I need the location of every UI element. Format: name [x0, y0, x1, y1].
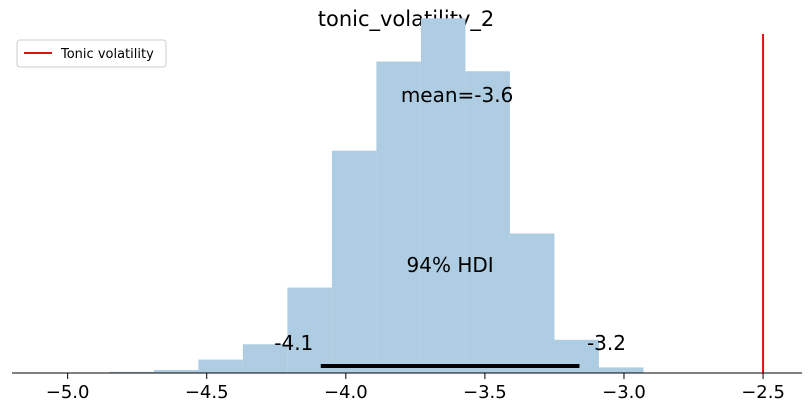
- hdi-group: -4.1 -3.2 94% HDI: [274, 253, 626, 368]
- x-tick-label: −4.5: [185, 382, 229, 403]
- hdi-high-label: -3.2: [587, 331, 626, 355]
- histogram-bar: [420, 18, 466, 373]
- histogram-bar: [331, 150, 377, 373]
- histogram-bars: [109, 18, 644, 374]
- mean-annotation: mean=-3.6: [401, 83, 514, 107]
- legend: Tonic volatility: [16, 39, 167, 68]
- histogram-bar: [198, 359, 243, 373]
- histogram-bar: [287, 287, 332, 373]
- x-tick-label: −3.0: [602, 382, 646, 403]
- legend-entry-tonic-volatility: Tonic volatility: [60, 47, 154, 62]
- hdi-low-label: -4.1: [274, 331, 313, 355]
- legend-box: [16, 39, 167, 68]
- histogram-bar: [153, 370, 199, 373]
- histogram-bar: [376, 61, 421, 374]
- hdi-label: 94% HDI: [407, 253, 494, 277]
- histogram-bar: [598, 367, 644, 373]
- x-tick-label: −2.5: [741, 382, 785, 403]
- chart-title: tonic_volatility_2: [318, 7, 495, 32]
- histogram-bar: [242, 344, 288, 373]
- histogram-bar: [509, 233, 555, 373]
- histogram-bar: [465, 71, 510, 374]
- x-tick-label: −5.0: [46, 382, 90, 403]
- x-tick-label: −3.5: [463, 382, 507, 403]
- histogram-bar: [109, 371, 154, 373]
- x-tick-label: −4.0: [324, 382, 368, 403]
- x-axis-ticks: −5.0 −4.5 −4.0 −3.5 −3.0 −2.5: [46, 373, 785, 403]
